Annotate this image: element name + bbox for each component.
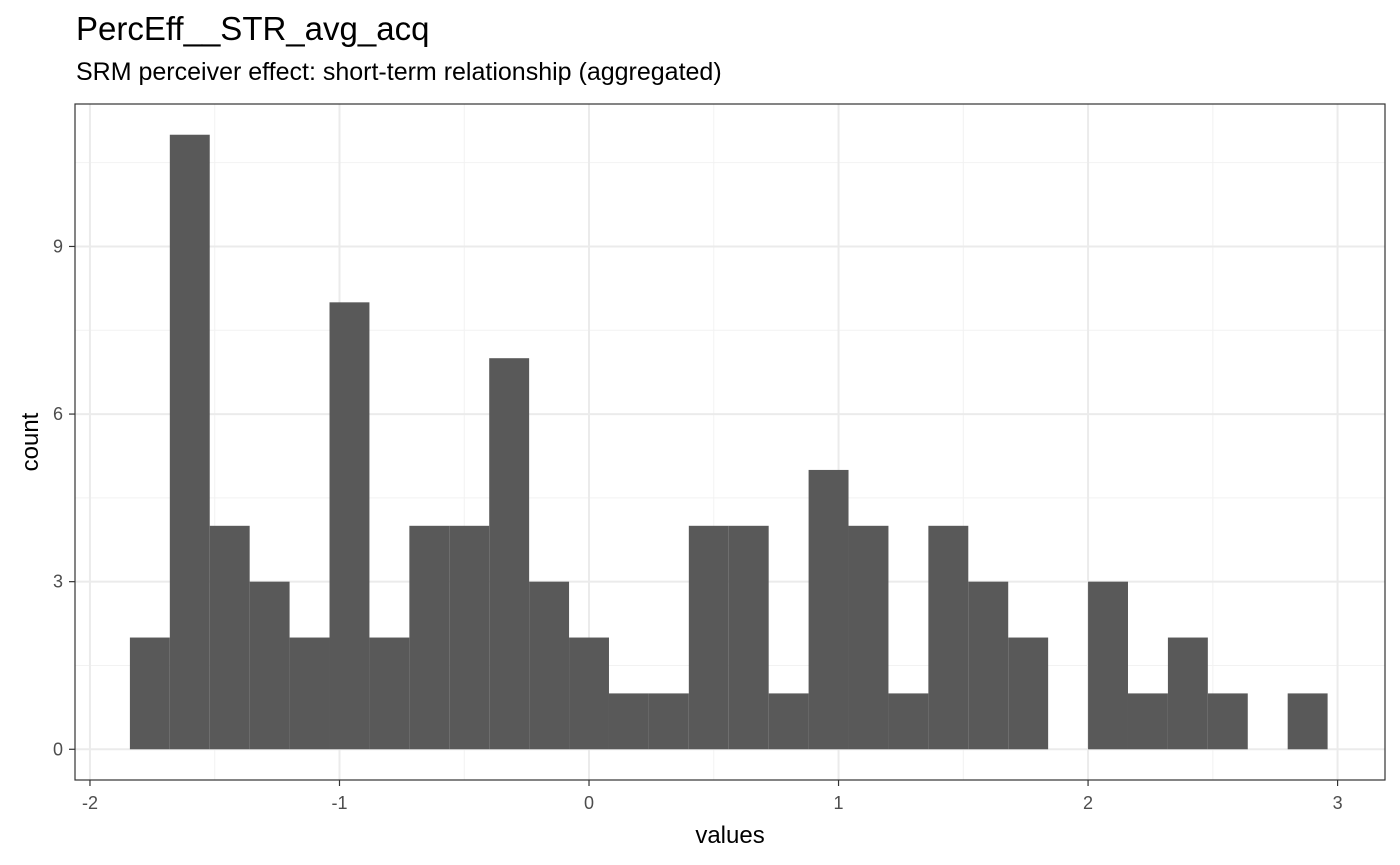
histogram-bar — [329, 302, 370, 750]
y-tick-label: 3 — [53, 572, 63, 592]
histogram-bar — [289, 637, 330, 750]
histogram-bar — [169, 134, 210, 750]
histogram-bar — [728, 525, 769, 750]
histogram-bar — [768, 693, 809, 750]
x-tick-label: -2 — [82, 793, 98, 813]
histogram-bar — [489, 358, 530, 750]
histogram-bar — [129, 637, 170, 750]
x-tick-label: 2 — [1083, 793, 1093, 813]
chart-subtitle: SRM perceiver effect: short-term relatio… — [76, 58, 722, 86]
histogram-bar — [688, 525, 729, 750]
histogram-bar — [569, 637, 609, 750]
y-tick-label: 9 — [53, 236, 63, 256]
x-tick-label: 0 — [584, 793, 594, 813]
histogram-bar — [848, 525, 889, 750]
chart-title: PercEff__STR_avg_acq — [76, 10, 430, 47]
y-tick-label: 6 — [53, 404, 63, 424]
panel-border — [74, 103, 1386, 781]
histogram-bar — [409, 525, 450, 750]
histogram-bar — [449, 525, 490, 750]
histogram-bar — [968, 581, 1009, 750]
histogram-bar — [1127, 693, 1168, 750]
histogram-bar — [1008, 637, 1049, 750]
histogram-bar — [928, 525, 969, 750]
histogram-bar — [1287, 693, 1328, 750]
x-tick-label: -1 — [331, 793, 347, 813]
histogram-bar — [1088, 581, 1128, 750]
histogram-bar — [1207, 693, 1248, 750]
histogram-bar — [249, 581, 290, 750]
y-axis: 0 3 6 9 — [53, 236, 75, 759]
histogram-bars — [129, 134, 1328, 750]
x-tick-label: 1 — [834, 793, 844, 813]
histogram-bar — [608, 693, 649, 750]
x-axis: -2 -1 0 1 2 3 — [82, 780, 1343, 813]
histogram-bar — [529, 581, 570, 750]
histogram-bar — [648, 693, 689, 750]
x-axis-title: values — [695, 822, 764, 849]
histogram-bar — [888, 693, 929, 750]
y-axis-title: count — [17, 412, 44, 471]
x-tick-label: 3 — [1333, 793, 1343, 813]
histogram-bar — [369, 637, 410, 750]
histogram-bar — [1167, 637, 1208, 750]
histogram-bar — [808, 469, 849, 750]
y-tick-label: 0 — [53, 739, 63, 759]
histogram-bar — [209, 525, 250, 750]
